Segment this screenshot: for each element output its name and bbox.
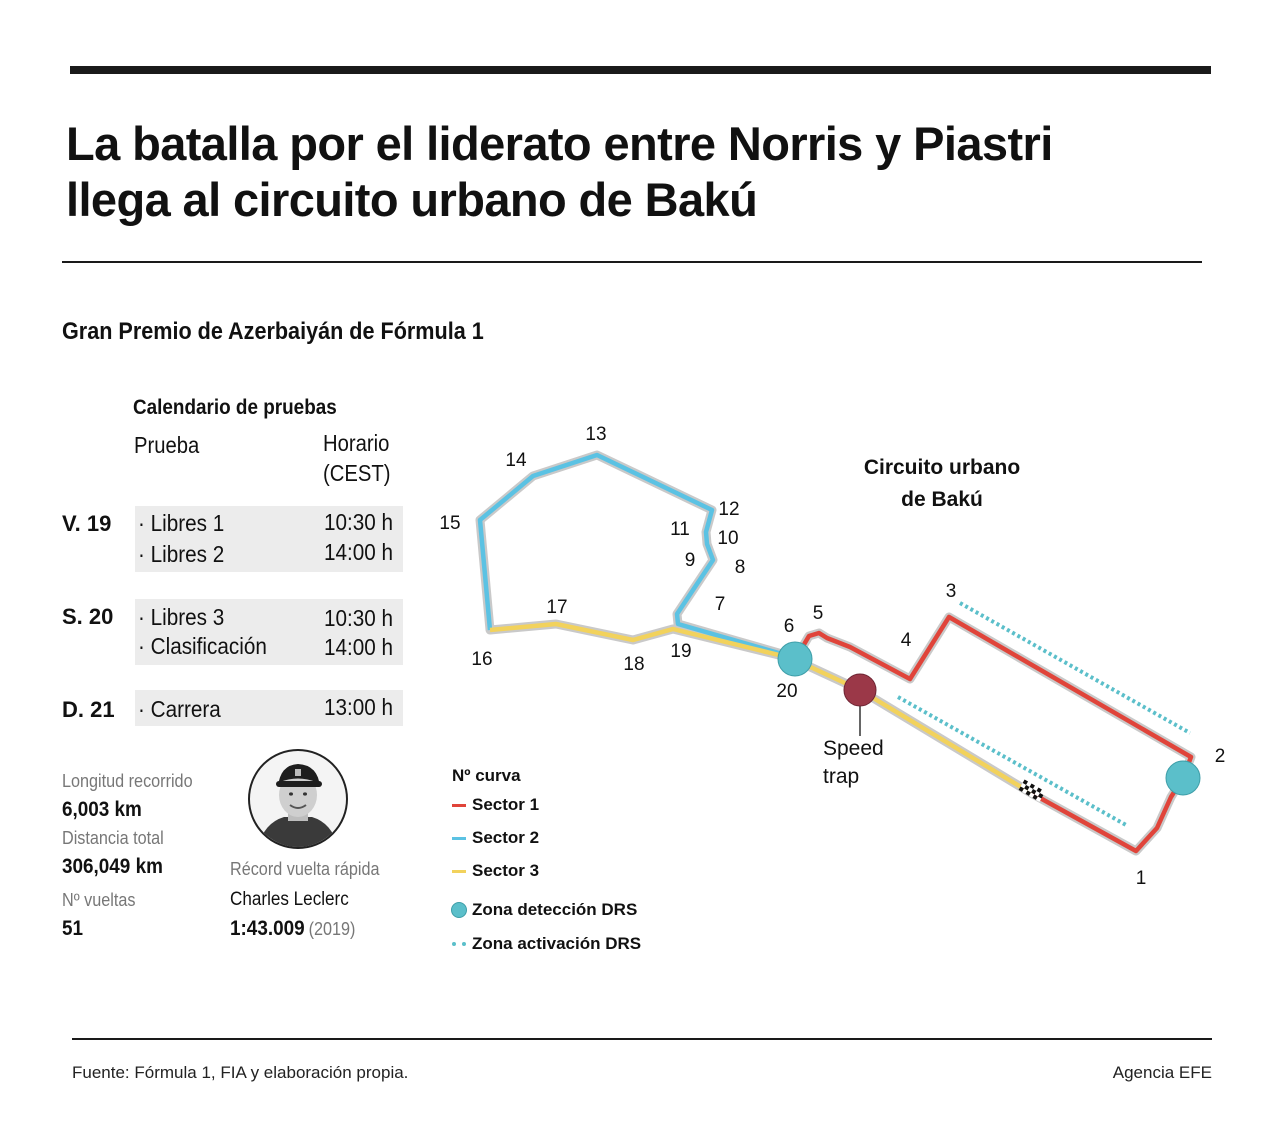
corner-label: 19 (670, 641, 691, 662)
footer-divider (72, 1038, 1212, 1040)
calendar-block-saturday (135, 599, 403, 665)
calendar-event: · Libres 2 (138, 541, 225, 567)
calendar-event: · Libres 1 (138, 510, 225, 536)
top-rule (70, 66, 1211, 74)
length-label: Longitud recorrido (62, 771, 193, 791)
headline: La batalla por el liderato entre Norris … (66, 117, 1053, 226)
calendar-block-sunday (135, 690, 403, 726)
corner-label: 17 (546, 597, 567, 618)
calendar-col-time-1: Horario (323, 430, 390, 456)
sector-2-swatch (452, 837, 466, 840)
calendar-day: V. 19 (62, 511, 112, 536)
speed-trap-label-line2: trap (823, 765, 859, 788)
calendar-event: · Carrera (138, 696, 221, 722)
laps-value: 51 (62, 917, 84, 940)
driver-photo (248, 749, 348, 849)
calendar-time: 13:00 h (324, 694, 394, 720)
corner-label: 12 (718, 499, 739, 520)
speed-trap-label-line1: Speed (823, 737, 884, 760)
speed-trap-marker (843, 673, 877, 707)
record-year: (2019) (308, 919, 356, 939)
finish-line-flag (1018, 779, 1046, 802)
map-title-line1: Circuito urbano (864, 456, 1020, 479)
drs-activation-zone (897, 695, 1127, 827)
calendar-time: 10:30 h (324, 605, 394, 631)
length-value: 6,003 km (62, 798, 142, 821)
record-label: Récord vuelta rápida (230, 859, 380, 879)
calendar-day: D. 21 (62, 697, 115, 722)
distance-label: Distancia total (62, 828, 164, 848)
map-title-line2: de Bakú (901, 488, 983, 511)
corner-label: 13 (585, 424, 606, 445)
corner-label: 14 (505, 450, 527, 471)
corner-label: 9 (685, 550, 696, 571)
distance-value: 306,049 km (62, 855, 163, 878)
laps-label: Nº vueltas (62, 890, 136, 910)
record-time-line: 1:43.009 (2019) (230, 917, 355, 941)
sector-1-path (794, 614, 1194, 854)
calendar-event: · Libres 3 (138, 604, 225, 630)
legend-sector-3: Sector 3 (472, 861, 540, 880)
corner-label: 1 (1136, 868, 1147, 889)
calendar-col-time-2: (CEST) (323, 460, 391, 486)
corner-label: 3 (946, 581, 957, 602)
corner-label: 18 (623, 654, 644, 675)
drs-detection-swatch (451, 902, 467, 918)
calendar-time: 14:00 h (324, 634, 394, 660)
sector-3-swatch (452, 870, 466, 873)
sector-3-path (489, 621, 1033, 795)
legend-sector-2: Sector 2 (472, 828, 540, 847)
legend-sector-1: Sector 1 (472, 795, 540, 814)
corner-label: 10 (717, 528, 738, 549)
corner-label: 8 (735, 557, 746, 578)
record-driver: Charles Leclerc (230, 889, 349, 910)
corner-label: 16 (471, 649, 492, 670)
drs-activation-zone (959, 601, 1191, 735)
calendar-event: · Clasificación (138, 633, 267, 659)
corner-label: 11 (670, 519, 690, 540)
corner-label: 20 (776, 681, 797, 702)
sector-1-swatch (452, 804, 466, 807)
legend-title: Nº curva (452, 766, 521, 785)
legend-drs-detection: Zona detección DRS (472, 900, 638, 919)
legend-drs-activation: Zona activación DRS (472, 934, 642, 953)
drs-detection-point (777, 641, 813, 677)
calendar-col-event: Prueba (134, 432, 200, 458)
drs-activation-swatch (452, 942, 466, 946)
calendar-title: Calendario de pruebas (133, 396, 337, 419)
corner-label: 15 (439, 513, 460, 534)
track-outline (475, 450, 1196, 856)
corner-label: 4 (901, 630, 912, 651)
calendar-block-friday (135, 506, 403, 572)
corner-label: 7 (715, 594, 726, 615)
headline-divider (62, 261, 1202, 263)
calendar-day: S. 20 (62, 604, 114, 629)
record-time: 1:43.009 (230, 917, 305, 940)
calendar-time: 10:30 h (324, 509, 394, 535)
drs-detection-point (1165, 760, 1201, 796)
sector-2-path (477, 452, 797, 661)
driver-portrait-icon (258, 764, 338, 847)
corner-label: 2 (1215, 746, 1226, 767)
corner-label: 6 (784, 616, 795, 637)
agency-credit: Agencia EFE (1112, 1063, 1212, 1082)
calendar-time: 14:00 h (324, 539, 394, 565)
corner-label: 5 (813, 603, 824, 624)
subtitle: Gran Premio de Azerbaiyán de Fórmula 1 (62, 318, 484, 345)
source-note: Fuente: Fórmula 1, FIA y elaboración pro… (72, 1063, 409, 1082)
